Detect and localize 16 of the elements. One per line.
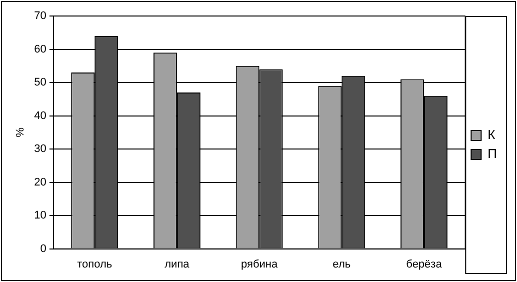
x-tick-label: берёза (406, 258, 443, 270)
legend-label: К (488, 127, 496, 142)
x-tick-label: ель (332, 258, 351, 270)
x-tick-label: тополь (77, 258, 112, 270)
y-axis-title: % (14, 127, 27, 138)
y-tick-label: 20 (34, 176, 46, 188)
y-tick-label: 10 (34, 210, 46, 222)
y-tick-label: 50 (34, 76, 46, 89)
x-tick-label: рябина (241, 258, 278, 270)
y-tick-label: 40 (34, 110, 46, 122)
legend-label: П (488, 146, 497, 162)
x-tick-label: липа (164, 258, 190, 270)
y-tick-label: 70 (34, 10, 46, 22)
y-tick-label: 60 (34, 43, 46, 56)
y-tick-label: 30 (34, 143, 46, 156)
y-tick-label: 0 (40, 242, 46, 255)
